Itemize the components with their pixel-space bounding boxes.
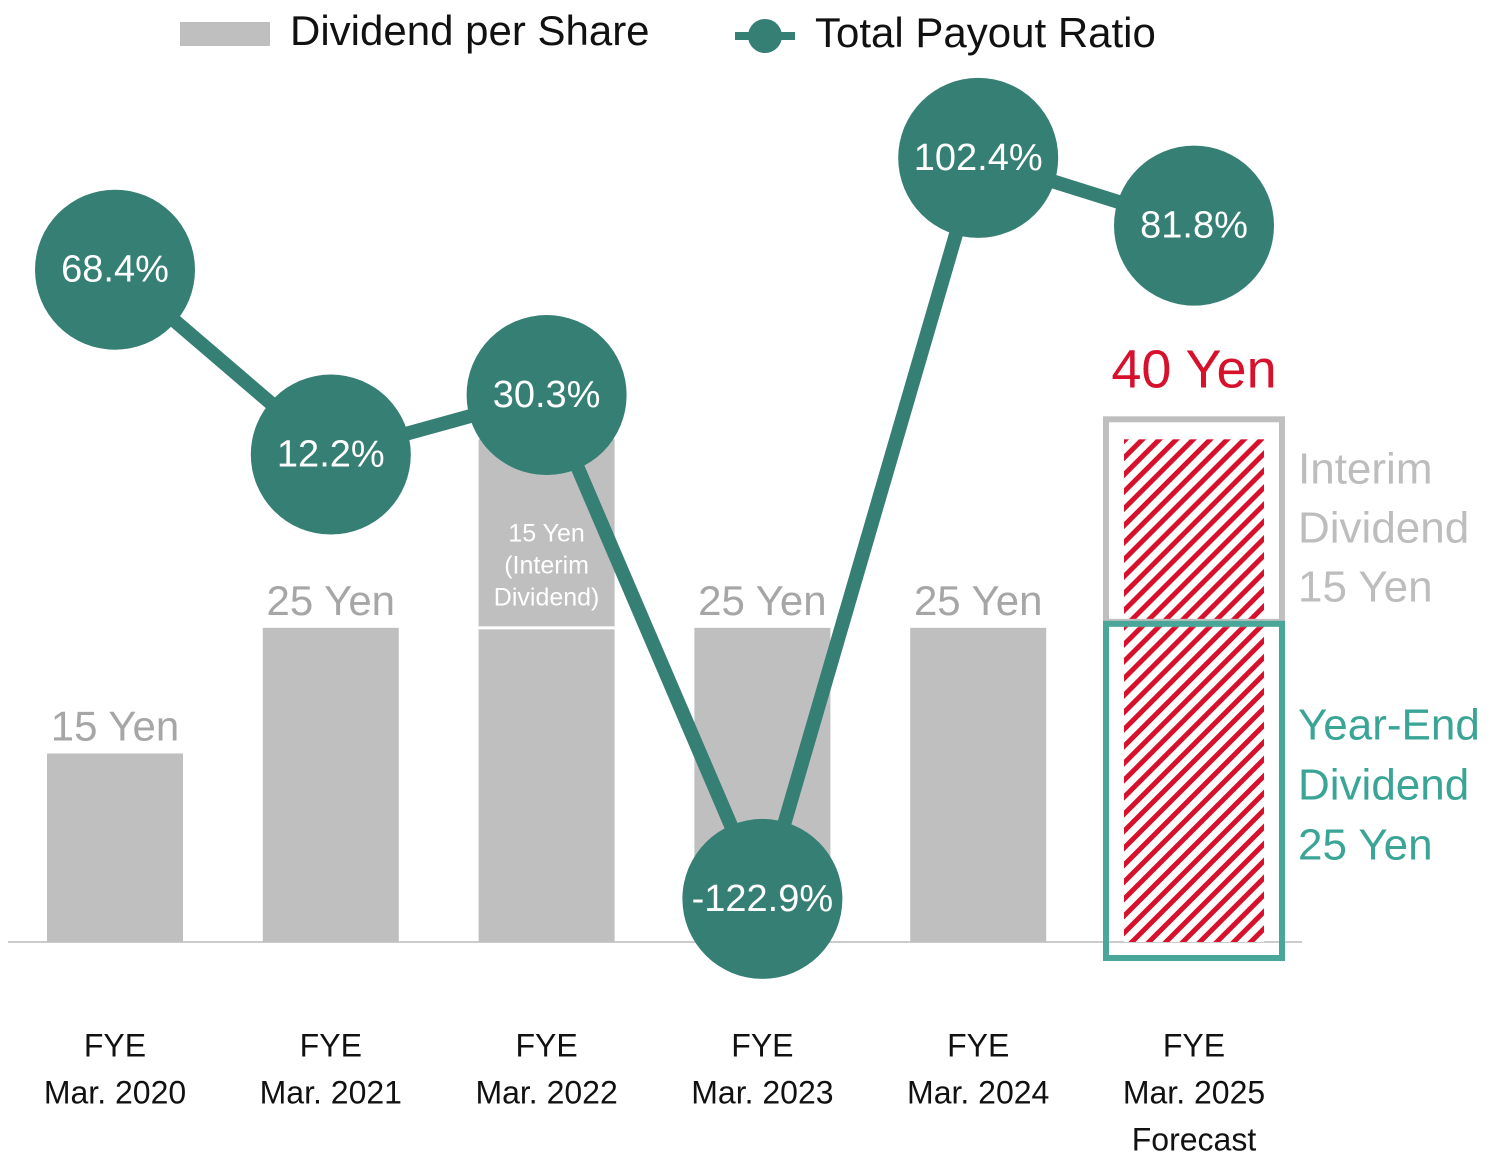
total-label: 25 Yen <box>914 577 1043 624</box>
x-tick-label: Mar. 2020 <box>44 1074 186 1110</box>
side-label: Year-End <box>1298 701 1480 750</box>
data-label: 81.8% <box>1140 205 1248 247</box>
x-tick-label: Mar. 2024 <box>907 1074 1049 1110</box>
segment-label: Dividend) <box>494 584 600 612</box>
x-tick-label: Mar. 2025 <box>1123 1074 1265 1110</box>
x-tick-label: Forecast <box>1132 1121 1257 1157</box>
bar <box>47 753 183 942</box>
payout-marker <box>1114 145 1274 306</box>
x-tick-label: FYE <box>300 1027 362 1063</box>
payout-marker <box>898 77 1059 238</box>
total-label: 25 Yen <box>698 577 827 624</box>
side-label: 25 Yen <box>1298 821 1433 870</box>
x-tick-label: FYE <box>515 1027 577 1063</box>
x-tick-label: Mar. 2022 <box>475 1074 617 1110</box>
payout-marker <box>35 189 195 350</box>
bar-segment <box>1124 439 1264 628</box>
x-tick-label: FYE <box>947 1027 1009 1063</box>
x-tick-label: Mar. 2023 <box>691 1074 833 1110</box>
payout-marker <box>682 818 843 979</box>
total-label: 25 Yen <box>267 577 396 624</box>
data-label: 68.4% <box>61 249 169 291</box>
data-label: 102.4% <box>914 137 1043 179</box>
side-label: 15 Yen <box>1298 563 1433 612</box>
segment-label: 15 Yen <box>508 520 585 548</box>
data-label: -122.9% <box>692 878 834 920</box>
total-label: 40 Yen <box>1111 340 1276 400</box>
side-label: Interim <box>1298 445 1432 494</box>
side-label: Dividend <box>1298 504 1469 553</box>
year-end-outline <box>1103 620 1285 962</box>
legend-marker <box>748 19 782 53</box>
side-label: Dividend <box>1298 761 1469 810</box>
bar <box>478 627 615 942</box>
x-tick-label: FYE <box>1163 1027 1225 1063</box>
total-label: 15 Yen <box>51 703 180 750</box>
segment-label: (Interim <box>504 552 589 580</box>
legend-label: Dividend per Share <box>290 7 650 54</box>
data-label: 12.2% <box>277 434 385 476</box>
bar <box>1124 627 1264 942</box>
legend-swatch <box>180 22 270 46</box>
data-label: 30.3% <box>493 374 601 416</box>
bar <box>910 627 1047 942</box>
x-tick-label: FYE <box>731 1027 793 1063</box>
bar <box>262 627 399 942</box>
x-tick-label: Mar. 2021 <box>260 1074 402 1110</box>
legend-label: Total Payout Ratio <box>815 9 1156 56</box>
x-tick-label: FYE <box>84 1027 146 1063</box>
payout-marker <box>466 315 627 476</box>
payout-marker <box>250 374 411 535</box>
